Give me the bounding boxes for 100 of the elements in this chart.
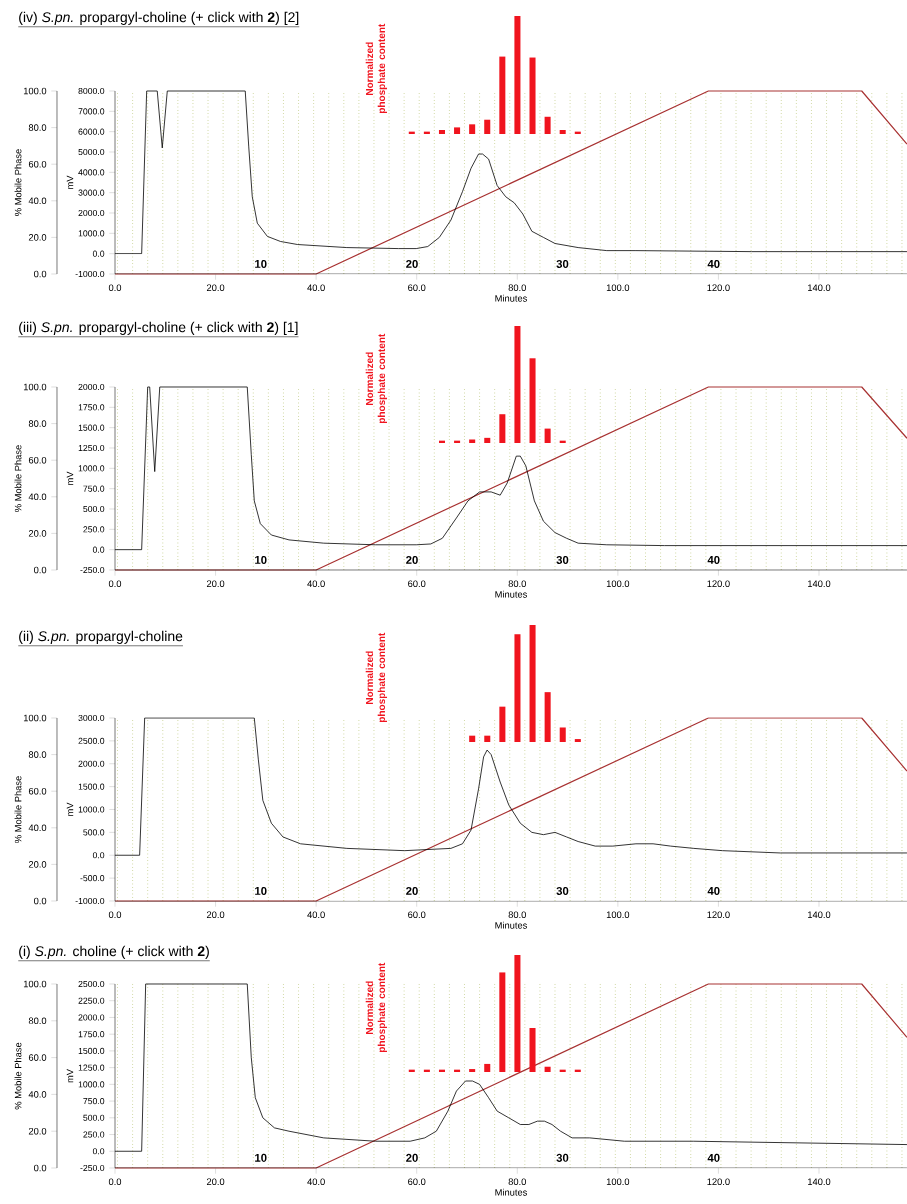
annotation: 40 bbox=[707, 886, 720, 895]
y-tick-label: 60.0 bbox=[28, 160, 47, 168]
annotation: 20 bbox=[406, 1153, 418, 1162]
x-tick-label: 80.0 bbox=[508, 284, 526, 291]
y-tick-label: 40.0 bbox=[28, 1091, 47, 1098]
bar bbox=[529, 57, 536, 134]
x-tick-label: 60.0 bbox=[408, 284, 426, 291]
y2-tick-label: 2500.0 bbox=[78, 980, 105, 988]
y-tick-label: 80.0 bbox=[28, 420, 47, 427]
x-tick-label: 0.0 bbox=[108, 284, 122, 291]
annotation: 30 bbox=[556, 1153, 569, 1162]
bar bbox=[469, 1069, 476, 1072]
y2-tick-label: 1750.0 bbox=[78, 404, 105, 411]
y2-tick-label: 250.0 bbox=[83, 1131, 105, 1138]
x-tick-label: 100.0 bbox=[606, 284, 630, 291]
y-tick-label: 0.0 bbox=[33, 897, 47, 905]
y2-tick-label: 0.0 bbox=[92, 546, 105, 553]
annotation: 40 bbox=[707, 1153, 720, 1162]
y2-tick-label: 2000.0 bbox=[78, 383, 105, 391]
y2-tick-label: 2000.0 bbox=[78, 1014, 105, 1021]
y2-tick-label: 1500.0 bbox=[78, 1047, 105, 1054]
y2-tick-label: 8000.0 bbox=[78, 87, 105, 95]
bar bbox=[454, 127, 461, 134]
annotation: 10 bbox=[255, 886, 267, 895]
y2-axis-title: mV bbox=[66, 1069, 74, 1083]
chart-title: (ii) S.pn. propargyl-choline bbox=[19, 630, 183, 644]
x-tick-label: 140.0 bbox=[808, 911, 831, 918]
y2-axis-title: mV bbox=[66, 175, 74, 189]
y2-axis-title: mV bbox=[66, 471, 74, 485]
y-tick-label: 80.0 bbox=[28, 124, 47, 131]
bar bbox=[499, 56, 506, 134]
y-tick-label: 40.0 bbox=[28, 197, 47, 205]
y2-tick-label: 2000.0 bbox=[78, 209, 105, 217]
x-axis-title: Minutes bbox=[495, 294, 527, 302]
y2-tick-label: -250.0 bbox=[80, 566, 105, 574]
x-tick-label: 0.0 bbox=[108, 911, 122, 918]
bar bbox=[484, 1063, 491, 1072]
bar bbox=[529, 358, 536, 443]
y2-tick-label: 500.0 bbox=[83, 829, 105, 836]
y2-tick-label: 1250.0 bbox=[78, 444, 105, 452]
y2-tick-label: 0.0 bbox=[92, 852, 105, 859]
y-tick-label: 40.0 bbox=[28, 493, 47, 501]
chart-title: (iv) S.pn. propargyl-choline (+ click with 2) [2] bbox=[19, 11, 299, 25]
y-tick-label: 20.0 bbox=[28, 234, 47, 241]
bar bbox=[559, 129, 566, 134]
bar bbox=[544, 428, 551, 443]
bar bbox=[514, 954, 521, 1072]
y-axis-title: % Mobile Phase bbox=[14, 445, 22, 512]
y2-tick-label: 1000.0 bbox=[78, 465, 105, 472]
y2-tick-label: 5000.0 bbox=[78, 148, 105, 156]
y2-tick-label: 3000.0 bbox=[78, 714, 105, 722]
bar bbox=[529, 624, 536, 742]
y2-tick-label: 1000.0 bbox=[78, 1081, 105, 1088]
x-tick-label: 120.0 bbox=[707, 1178, 730, 1185]
y-tick-label: 60.0 bbox=[28, 787, 47, 795]
x-tick-label: 20.0 bbox=[206, 580, 225, 587]
bar bbox=[484, 437, 491, 443]
x-tick-label: 0.0 bbox=[108, 580, 122, 587]
bar bbox=[544, 116, 551, 134]
annotation: 20 bbox=[406, 555, 418, 564]
x-tick-label: 60.0 bbox=[408, 580, 426, 587]
y2-tick-label: 750.0 bbox=[83, 1098, 105, 1105]
annotation: 10 bbox=[255, 259, 267, 268]
y2-tick-label: -500.0 bbox=[80, 875, 105, 882]
bar bbox=[438, 129, 445, 134]
bar bbox=[574, 739, 581, 742]
x-tick-label: 40.0 bbox=[307, 1178, 325, 1185]
y2-tick-label: 250.0 bbox=[83, 526, 105, 533]
x-tick-label: 60.0 bbox=[408, 1178, 426, 1185]
y-tick-label: 20.0 bbox=[28, 1127, 47, 1135]
bar bbox=[514, 634, 521, 742]
annotation: 20 bbox=[406, 886, 418, 895]
x-tick-label: 100.0 bbox=[606, 1178, 630, 1185]
y-axis-title: % Mobile Phase bbox=[14, 1042, 22, 1110]
y-tick-label: 60.0 bbox=[28, 1054, 47, 1061]
y2-tick-label: 750.0 bbox=[83, 485, 105, 492]
bar bbox=[469, 735, 476, 742]
x-tick-label: 120.0 bbox=[707, 911, 730, 918]
bar bbox=[514, 326, 521, 443]
y2-tick-label: 500.0 bbox=[83, 505, 105, 513]
x-tick-label: 140.0 bbox=[808, 1178, 831, 1185]
y2-tick-label: -1000.0 bbox=[75, 270, 105, 278]
bar bbox=[484, 119, 491, 134]
x-tick-label: 80.0 bbox=[508, 580, 526, 587]
y2-tick-label: 3000.0 bbox=[78, 189, 105, 196]
y2-tick-label: 1250.0 bbox=[78, 1064, 105, 1071]
y-axis-title: % Mobile Phase bbox=[14, 776, 22, 843]
chart-title: (iii) S.pn. propargyl-choline (+ click with 2) [1] bbox=[19, 321, 298, 335]
x-tick-label: 40.0 bbox=[307, 911, 325, 918]
x-tick-label: 80.0 bbox=[508, 911, 526, 918]
x-tick-label: 0.0 bbox=[108, 1178, 122, 1185]
bar bbox=[529, 1028, 536, 1072]
y2-tick-label: 7000.0 bbox=[78, 108, 105, 115]
annotation: 30 bbox=[556, 555, 569, 564]
y2-tick-label: 1500.0 bbox=[78, 424, 105, 431]
y-axis-title: Normalized phosphate content bbox=[365, 23, 388, 114]
x-tick-label: 120.0 bbox=[707, 284, 730, 291]
y-tick-label: 0.0 bbox=[33, 270, 47, 278]
x-tick-label: 40.0 bbox=[307, 284, 325, 291]
y-tick-label: 100.0 bbox=[23, 980, 47, 988]
